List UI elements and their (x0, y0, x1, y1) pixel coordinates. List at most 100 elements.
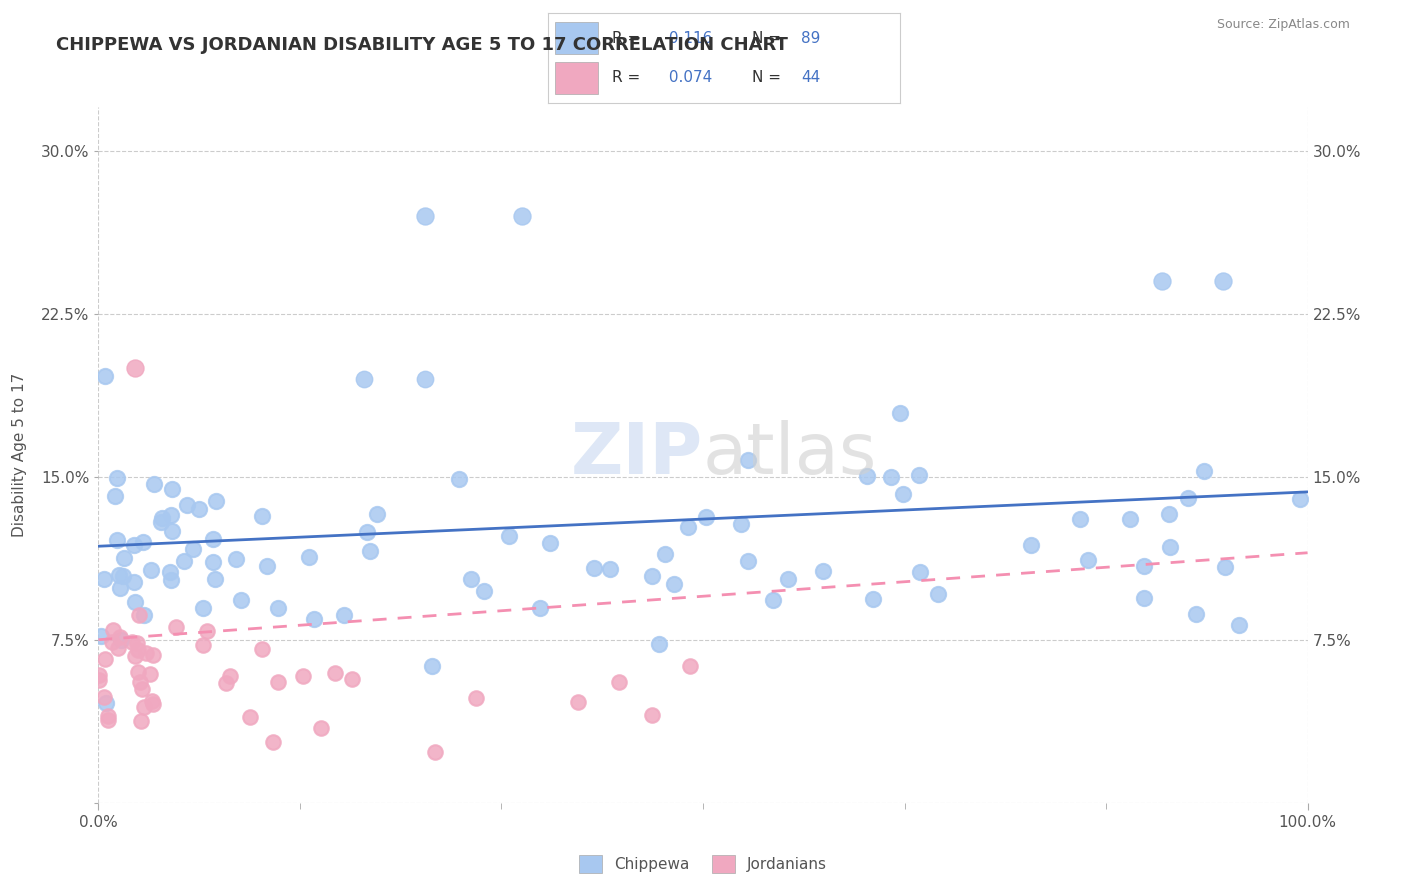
Point (131, 681, 153, 696)
Point (121, 635, 143, 649)
Point (262, 734, 284, 748)
Point (135, 646, 157, 660)
Point (142, 697, 165, 711)
Point (160, 573, 183, 587)
Point (927, 587, 949, 601)
Point (641, 569, 664, 583)
Point (353, 372, 375, 386)
Point (239, 709, 262, 723)
Point (1069, 511, 1091, 525)
Point (907, 467, 929, 482)
Point (165, 620, 187, 634)
Text: 44: 44 (801, 70, 821, 85)
Point (132, 700, 155, 714)
Text: ZIP: ZIP (571, 420, 703, 490)
Point (1185, 607, 1208, 621)
Point (472, 583, 495, 598)
Point (122, 538, 145, 552)
Point (159, 508, 181, 522)
Point (124, 648, 146, 663)
Point (139, 563, 162, 577)
Point (1177, 491, 1199, 505)
Point (891, 487, 914, 501)
Point (529, 601, 551, 615)
Point (1288, 491, 1310, 506)
Point (93, 690, 115, 705)
FancyBboxPatch shape (555, 62, 598, 94)
Text: CHIPPEWA VS JORDANIAN DISABILITY AGE 5 TO 17 CORRELATION CHART: CHIPPEWA VS JORDANIAN DISABILITY AGE 5 T… (56, 36, 789, 54)
Text: 89: 89 (801, 31, 821, 45)
Point (413, 209, 436, 223)
Point (1212, 274, 1234, 288)
Point (256, 559, 278, 574)
Point (778, 572, 800, 586)
Point (1132, 591, 1154, 605)
Point (856, 468, 879, 483)
Point (108, 630, 131, 644)
Point (219, 669, 242, 683)
Point (1159, 507, 1181, 521)
Point (678, 520, 700, 534)
Point (641, 708, 664, 723)
Point (1133, 558, 1156, 573)
Point (498, 529, 520, 543)
Point (862, 591, 884, 606)
Text: N =: N = (752, 70, 786, 85)
Point (127, 636, 149, 650)
Point (1192, 464, 1215, 478)
Point (204, 494, 226, 508)
Point (150, 511, 173, 525)
Point (112, 550, 135, 565)
Text: N =: N = (752, 31, 786, 45)
Point (159, 566, 181, 580)
Point (122, 574, 145, 589)
Point (1119, 512, 1142, 526)
Point (250, 641, 273, 656)
Point (87, 673, 110, 688)
Point (105, 533, 128, 548)
Point (250, 508, 273, 523)
Point (124, 594, 146, 608)
Point (104, 489, 127, 503)
Point (176, 498, 198, 512)
Point (359, 543, 381, 558)
Point (132, 534, 155, 549)
Point (129, 674, 152, 689)
Point (567, 695, 589, 709)
Point (880, 469, 903, 483)
Point (447, 472, 470, 486)
Point (510, 209, 533, 223)
Point (309, 721, 332, 735)
Point (607, 675, 630, 690)
Text: 0.116: 0.116 (665, 31, 713, 45)
Point (183, 541, 205, 556)
Point (340, 672, 363, 686)
Point (1213, 559, 1236, 574)
Point (191, 638, 214, 652)
Point (737, 554, 759, 568)
Point (142, 477, 165, 491)
Point (195, 624, 218, 639)
Text: R =: R = (612, 70, 645, 85)
Point (105, 470, 128, 484)
Point (583, 561, 606, 575)
Point (173, 554, 195, 568)
Point (188, 502, 211, 516)
Point (811, 565, 834, 579)
Point (94, 368, 117, 383)
Point (160, 482, 183, 496)
Point (302, 612, 325, 626)
Point (191, 601, 214, 615)
Point (87, 668, 110, 682)
Point (599, 562, 621, 576)
Point (356, 524, 378, 539)
Point (131, 714, 153, 729)
Point (1077, 553, 1099, 567)
Point (465, 690, 488, 705)
Point (107, 641, 129, 656)
Point (127, 665, 149, 679)
Point (97, 708, 120, 723)
Point (128, 607, 150, 622)
Point (460, 572, 482, 586)
Point (225, 551, 247, 566)
